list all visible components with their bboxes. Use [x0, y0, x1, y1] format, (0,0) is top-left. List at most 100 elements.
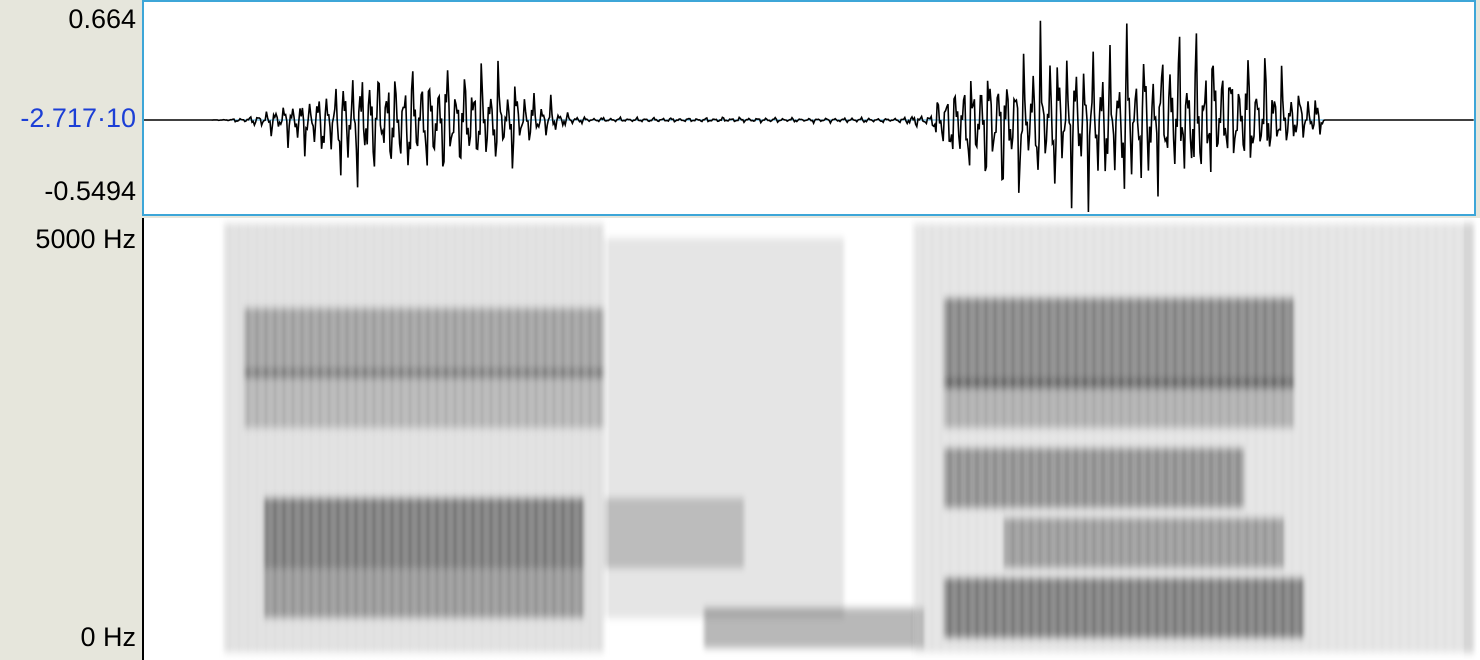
pitch-striation	[404, 218, 407, 658]
pitch-striation	[584, 218, 587, 658]
pitch-striation	[539, 218, 542, 658]
pitch-striation	[287, 218, 290, 658]
pitch-striation	[341, 218, 344, 658]
pitch-striation	[296, 218, 299, 658]
pitch-striation	[1304, 218, 1307, 658]
pitch-striation	[1043, 218, 1046, 658]
pitch-striation	[314, 218, 317, 658]
waveform-min-label: -0.5494	[44, 176, 136, 206]
pitch-striation	[269, 218, 272, 658]
pitch-striation	[251, 218, 254, 658]
pitch-striation	[1151, 218, 1154, 658]
pitch-striation	[953, 218, 956, 658]
pitch-striation	[557, 218, 560, 658]
waveform-trace	[144, 20, 1474, 213]
pitch-striation	[1259, 218, 1262, 658]
pitch-striation	[566, 218, 569, 658]
formant-band	[944, 448, 1244, 508]
pitch-striation	[1007, 218, 1010, 658]
formant-band	[944, 378, 1294, 428]
pitch-striation	[521, 218, 524, 658]
pitch-striation	[548, 218, 551, 658]
waveform-plot[interactable]	[144, 2, 1474, 214]
pitch-striation	[1187, 218, 1190, 658]
formant-band	[704, 608, 924, 648]
pitch-striation	[467, 218, 470, 658]
pitch-striation	[422, 218, 425, 658]
pitch-striation	[998, 218, 1001, 658]
pitch-striation	[1079, 218, 1082, 658]
pitch-striation	[1340, 218, 1343, 658]
pitch-striation	[494, 218, 497, 658]
pitch-striation	[1061, 218, 1064, 658]
spectrogram-top-label: 5000 Hz	[35, 224, 136, 254]
pitch-striation	[1430, 218, 1433, 658]
pitch-striation	[512, 218, 515, 658]
pitch-striation	[386, 218, 389, 658]
pitch-striation	[395, 218, 398, 658]
spectrogram-panel[interactable]	[142, 218, 1480, 660]
pitch-striation	[1349, 218, 1352, 658]
spectrogram-intensity	[224, 218, 1474, 658]
pitch-striation	[1313, 218, 1316, 658]
pitch-striation	[359, 218, 362, 658]
axis-label-panel: 0.664 -2.717·10 -0.5494 5000 Hz 0 Hz	[0, 0, 142, 660]
pitch-striation	[1268, 218, 1271, 658]
pitch-striation	[503, 218, 506, 658]
formant-band	[944, 298, 1294, 388]
pitch-striation	[233, 218, 236, 658]
pitch-striation	[1376, 218, 1379, 658]
pitch-striation	[1277, 218, 1280, 658]
pitch-striation	[1241, 218, 1244, 658]
pitch-striation	[1367, 218, 1370, 658]
pitch-striation	[485, 218, 488, 658]
formant-band	[604, 498, 744, 568]
spectrogram-plot[interactable]	[144, 218, 1480, 660]
pitch-striation	[1331, 218, 1334, 658]
pitch-striation	[350, 218, 353, 658]
pitch-striation	[1250, 218, 1253, 658]
pitch-striation	[431, 218, 434, 658]
pitch-striation	[1223, 218, 1226, 658]
pitch-striation	[1286, 218, 1289, 658]
pitch-striation	[1160, 218, 1163, 658]
pitch-striation	[602, 218, 605, 658]
pitch-striation	[962, 218, 965, 658]
pitch-striation	[242, 218, 245, 658]
pitch-striation	[476, 218, 479, 658]
pitch-striation	[377, 218, 380, 658]
pitch-striation	[1421, 218, 1424, 658]
pitch-striation	[1448, 218, 1451, 658]
pitch-striation	[1232, 218, 1235, 658]
pitch-striation	[1124, 218, 1127, 658]
pitch-striation	[1205, 218, 1208, 658]
pitch-striation	[980, 218, 983, 658]
pitch-striation	[1295, 218, 1298, 658]
pitch-striation	[1196, 218, 1199, 658]
pitch-striation	[935, 218, 938, 658]
pitch-striation	[1439, 218, 1442, 658]
pitch-striation	[1106, 218, 1109, 658]
pitch-striation	[1052, 218, 1055, 658]
pitch-striation	[1034, 218, 1037, 658]
waveform-panel[interactable]	[142, 0, 1476, 216]
pitch-striation	[1169, 218, 1172, 658]
pitch-striation	[530, 218, 533, 658]
pitch-striation	[323, 218, 326, 658]
pitch-striation	[1097, 218, 1100, 658]
pitch-striation	[917, 218, 920, 658]
pitch-striation	[1457, 218, 1460, 658]
waveform-max-label: 0.664	[68, 4, 136, 34]
pitch-striation	[1394, 218, 1397, 658]
pitch-striation	[458, 218, 461, 658]
pitch-striation	[971, 218, 974, 658]
pitch-striation	[1115, 218, 1118, 658]
pitch-striation	[1142, 218, 1145, 658]
pitch-striation	[1214, 218, 1217, 658]
pitch-striation	[368, 218, 371, 658]
pitch-striation	[1322, 218, 1325, 658]
pitch-striation	[440, 218, 443, 658]
pitch-striation	[1088, 218, 1091, 658]
pitch-striation	[1403, 218, 1406, 658]
pitch-striation	[1025, 218, 1028, 658]
